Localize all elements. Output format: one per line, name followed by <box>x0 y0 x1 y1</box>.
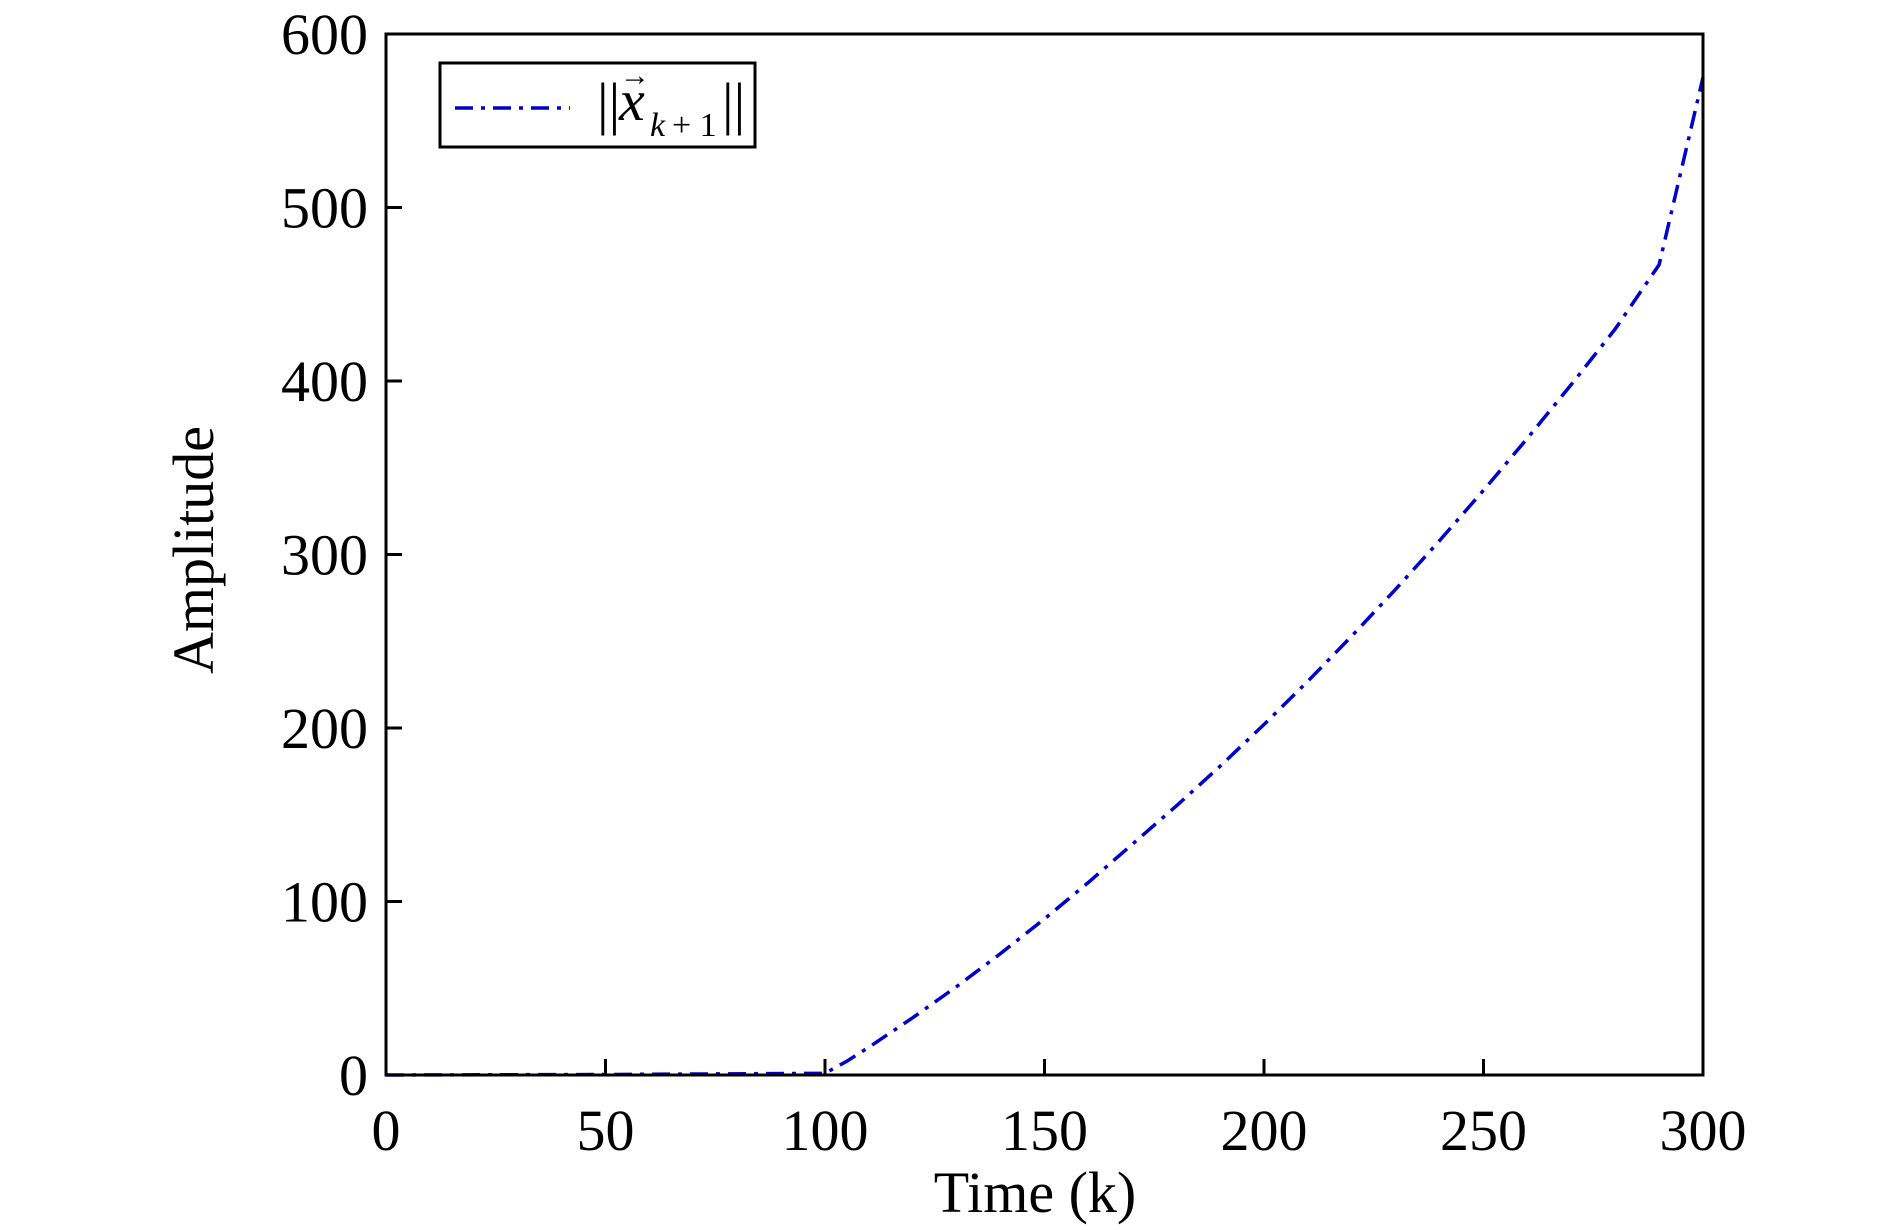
y-tick-label: 100 <box>281 870 368 935</box>
y-tick-label: 200 <box>281 696 368 761</box>
y-tick-label: 300 <box>281 523 368 588</box>
svg-text:x: x <box>618 68 645 133</box>
svg-text:+ 1: + 1 <box>672 107 717 144</box>
x-tick-label: 100 <box>782 1098 869 1163</box>
x-tick-label: 250 <box>1440 1098 1527 1163</box>
y-tick-label: 600 <box>281 2 368 67</box>
svg-text:||: || <box>597 71 620 136</box>
series-line <box>385 77 1705 1077</box>
svg-text:→: → <box>620 59 650 92</box>
x-axis-label: Time (k) <box>934 1160 1137 1225</box>
legend: || x → k + 1 || <box>438 59 757 149</box>
x-tick-label: 200 <box>1221 1098 1308 1163</box>
axes-layer <box>384 32 1705 1077</box>
svg-text:||: || <box>722 71 745 136</box>
x-tick-label: 50 <box>577 1098 635 1163</box>
y-tick-label: 500 <box>281 176 368 241</box>
y-tick-label: 400 <box>281 349 368 414</box>
x-tick-label: 300 <box>1660 1098 1747 1163</box>
legend-box <box>438 61 757 149</box>
plot-frame <box>384 32 1705 1077</box>
x-tick-label: 0 <box>372 1098 401 1163</box>
ticks-layer: 0 50 100 150 200 250 300 0 100 200 300 400 500 600 <box>281 2 1747 1163</box>
legend-entry-label: || x → k + 1 || <box>597 59 745 144</box>
series-layer <box>385 77 1705 1077</box>
svg-text:k: k <box>650 107 666 144</box>
y-tick-label: 0 <box>339 1043 368 1108</box>
y-axis-label: Amplitude <box>161 426 226 674</box>
x-tick-label: 150 <box>1001 1098 1088 1163</box>
